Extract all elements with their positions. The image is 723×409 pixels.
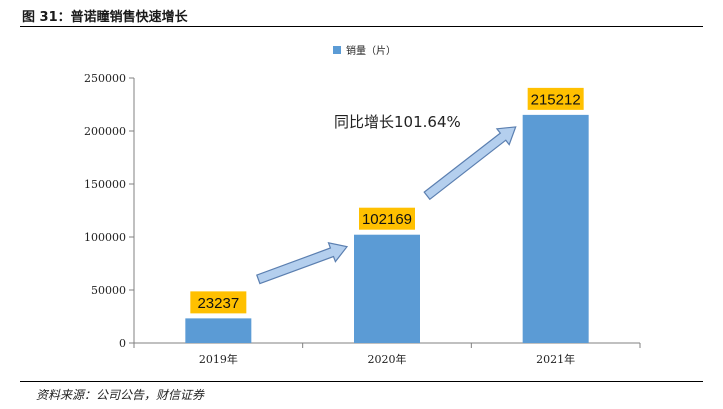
y-tick-label: 250000 <box>84 72 126 85</box>
legend-label: 销量（片） <box>346 44 396 57</box>
x-tick-label: 2019年 <box>199 352 238 366</box>
x-ticks: 2019年 2020年 2021年 <box>133 343 641 366</box>
data-labels: 23237 102169 215212 <box>190 87 584 314</box>
y-tick-label: 50000 <box>91 284 126 297</box>
y-tick-label: 100000 <box>84 231 126 244</box>
growth-arrow <box>423 126 517 201</box>
top-rule <box>20 26 703 27</box>
legend-swatch <box>333 46 341 54</box>
y-tick-label: 150000 <box>84 178 126 191</box>
bar <box>354 234 420 343</box>
y-ticks: 0 50000 100000 150000 200000 250000 <box>84 72 134 350</box>
y-tick-label: 200000 <box>84 125 126 138</box>
growth-annotation: 同比增长101.64% <box>334 113 461 131</box>
figure-title: 图 31：普诺瞳销售快速增长 <box>22 10 188 25</box>
bars <box>185 114 589 344</box>
growth-arrows <box>256 126 517 285</box>
source-note: 资料来源：公司公告，财信证券 <box>36 388 205 402</box>
legend: 销量（片） <box>333 44 396 57</box>
bar <box>185 318 252 343</box>
data-label: 23237 <box>197 295 239 312</box>
x-tick-label: 2020年 <box>368 352 407 366</box>
data-label-bg <box>190 291 247 314</box>
data-label: 215212 <box>531 91 581 108</box>
data-label-bg <box>359 207 415 230</box>
bar <box>522 114 589 344</box>
x-tick-label: 2021年 <box>536 352 575 366</box>
data-label: 102169 <box>362 211 412 228</box>
y-tick-label: 0 <box>119 337 126 350</box>
data-label-bg <box>527 87 584 110</box>
bottom-rule <box>20 381 703 382</box>
growth-arrow <box>256 241 349 285</box>
